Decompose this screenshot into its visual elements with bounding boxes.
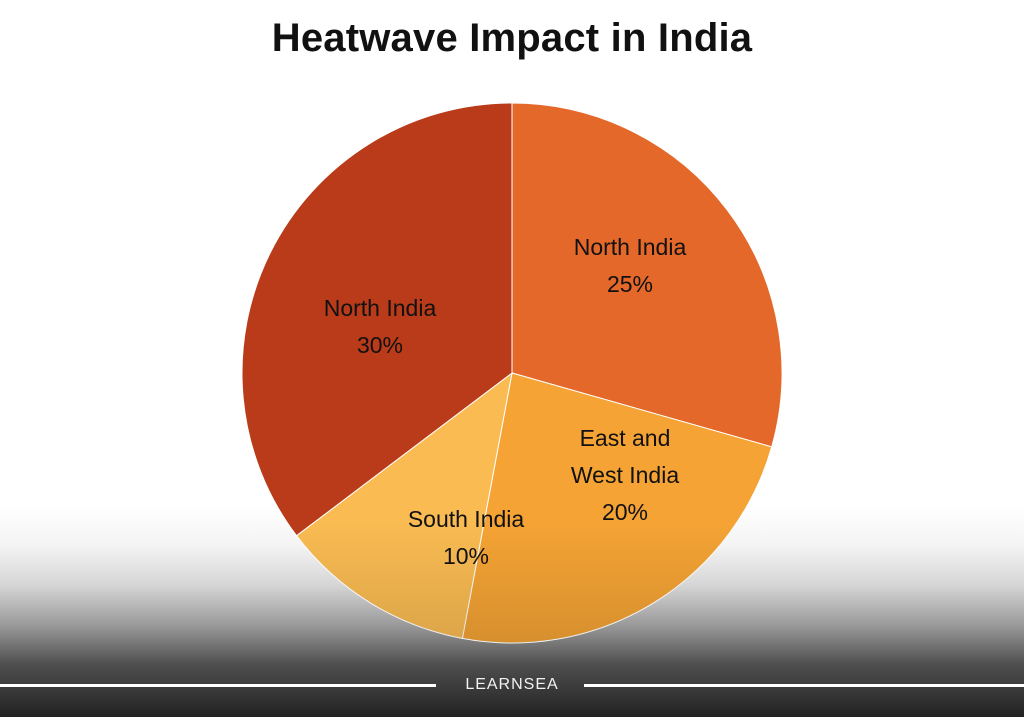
- pie-shade: [242, 103, 782, 643]
- pie-slices: [241, 102, 783, 644]
- pie-labels: North India 25% East and West India 20% South…: [324, 234, 687, 569]
- chart-title: Heatwave Impact in India: [271, 16, 753, 60]
- footer-divider-left: [0, 684, 436, 687]
- footer-brand: LEARNSEA: [465, 676, 559, 693]
- slice-label-0: North India 25%: [574, 234, 687, 297]
- slice-label-3: North India 30%: [324, 295, 437, 358]
- footer-divider-right: [584, 684, 1024, 687]
- slice-label-1: East and West India 20%: [571, 425, 679, 525]
- slice-label-2: South India 10%: [408, 506, 525, 569]
